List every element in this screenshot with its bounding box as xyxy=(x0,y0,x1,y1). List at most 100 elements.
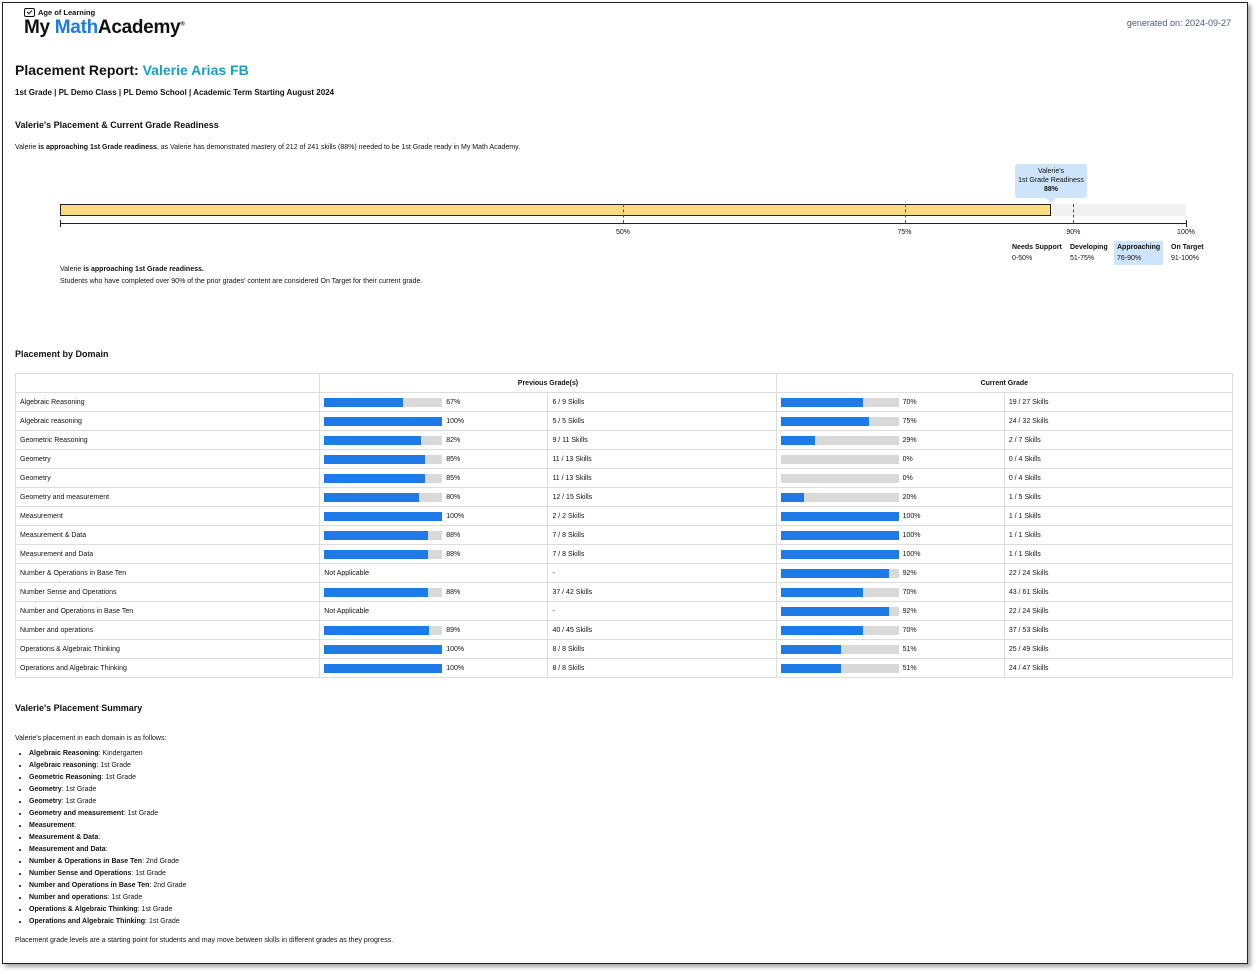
summary-footer: Placement grade levels are a starting po… xyxy=(15,937,394,944)
table-row: Geometric Reasoning 82% 9 / 11 Skills 29% 2 … xyxy=(14,430,1234,450)
readiness-tick xyxy=(1073,204,1075,223)
progress-bar xyxy=(324,492,443,502)
list-item: Number and operations: 1st Grade xyxy=(29,892,186,904)
readiness-explanation: Students who have completed over 90% of … xyxy=(60,278,423,285)
current-grade-skills: 0 / 4 Skills xyxy=(1003,468,1234,488)
domain-name: Operations and Algebraic Thinking xyxy=(14,658,321,678)
progress-bar xyxy=(780,568,899,578)
previous-grade-skills: 6 / 9 Skills xyxy=(547,392,777,412)
current-grade-skills: 24 / 47 Skills xyxy=(1003,658,1234,678)
table-row: Number and operations 89% 40 / 45 Skills 70… xyxy=(14,620,1234,640)
legend-needs-support: Needs Support 0-50% xyxy=(1012,244,1062,262)
table-row: Operations and Algebraic Thinking 100% 8 /… xyxy=(14,658,1234,678)
progress-bar xyxy=(780,511,899,521)
current-grade-progress: 70% xyxy=(775,620,1005,640)
current-grade-skills: 22 / 24 Skills xyxy=(1003,601,1234,621)
readiness-tick-label: 90% xyxy=(1066,229,1081,236)
header-previous-grades: Previous Grade(s) xyxy=(319,373,777,393)
current-grade-progress: 92% xyxy=(775,563,1005,583)
progress-bar-fill xyxy=(324,397,404,407)
current-grade-skills: 24 / 32 Skills xyxy=(1003,411,1234,431)
readiness-tick-label: 50% xyxy=(615,229,631,236)
previous-grade-progress: 100% xyxy=(319,658,549,678)
current-grade-progress: 51% xyxy=(775,658,1005,678)
readiness-bubble: Valerie's 1st Grade Readiness 88% xyxy=(1015,164,1087,203)
progress-bar xyxy=(780,530,899,540)
progress-bar-fill xyxy=(324,530,429,540)
list-item: Number Sense and Operations: 1st Grade xyxy=(29,868,186,880)
page-title: Placement Report: Valerie Arias FB xyxy=(15,62,249,78)
previous-grade-progress: 88% xyxy=(319,544,549,564)
progress-bar xyxy=(324,511,443,521)
previous-grade-progress: 100% xyxy=(319,506,549,526)
table-row: Geometry and measurement 80% 12 / 15 Skill… xyxy=(14,487,1234,507)
list-item: Operations & Algebraic Thinking: 1st Gra… xyxy=(29,904,186,916)
domain-table: Previous Grade(s) Current Grade Algebrai… xyxy=(14,373,1234,678)
list-item: Algebraic reasoning: 1st Grade xyxy=(29,760,186,772)
progress-bar-fill xyxy=(324,511,443,521)
progress-bar-fill xyxy=(324,663,443,673)
previous-grade-skills: 2 / 2 Skills xyxy=(547,506,777,526)
readiness-tick xyxy=(904,204,906,223)
current-grade-skills: 43 / 61 Skills xyxy=(1003,582,1234,602)
list-item: Number & Operations in Base Ten: 2nd Gra… xyxy=(29,856,186,868)
generated-date: generated on: 2024-09-27 xyxy=(1126,18,1231,28)
progress-bar-fill xyxy=(324,644,443,654)
progress-bar xyxy=(324,663,443,673)
domain-name: Number & Operations in Base Ten xyxy=(14,563,321,583)
readiness-bar-fill xyxy=(60,204,1051,216)
previous-grade-skills: 8 / 8 Skills xyxy=(547,658,777,678)
current-grade-skills: 1 / 5 Skills xyxy=(1003,487,1234,507)
progress-bar-fill xyxy=(780,663,841,673)
domain-name: Geometry xyxy=(14,449,321,469)
table-row: Operations & Algebraic Thinking 100% 8 / 8… xyxy=(14,639,1234,659)
progress-bar xyxy=(780,397,899,407)
age-of-learning-icon xyxy=(24,8,35,17)
list-item: Operations and Algebraic Thinking: 1st G… xyxy=(29,916,186,928)
previous-grade-progress: 88% xyxy=(319,582,549,602)
list-item: Algebraic Reasoning: Kindergarten xyxy=(29,748,186,760)
progress-bar-fill xyxy=(780,397,864,407)
current-grade-progress: 20% xyxy=(775,487,1005,507)
progress-bar-fill xyxy=(780,568,890,578)
readiness-tick-label: 100% xyxy=(1177,229,1195,236)
domain-name: Number and operations xyxy=(14,620,321,640)
current-grade-skills: 1 / 1 Skills xyxy=(1003,544,1234,564)
progress-bar xyxy=(324,625,443,635)
summary-intro: Valerie's placement in each domain is as… xyxy=(15,735,167,742)
previous-grade-skills: 40 / 45 Skills xyxy=(547,620,777,640)
progress-bar xyxy=(324,473,443,483)
axis-end-tick xyxy=(1186,220,1187,227)
progress-bar-fill xyxy=(780,587,864,597)
progress-bar-fill xyxy=(324,492,419,502)
previous-grade-progress: 67% xyxy=(319,392,549,412)
domain-name: Geometry and measurement xyxy=(14,487,321,507)
progress-bar-fill xyxy=(780,530,899,540)
progress-bar xyxy=(324,416,443,426)
previous-grade-progress: 85% xyxy=(319,468,549,488)
previous-grade-skills: 12 / 15 Skills xyxy=(547,487,777,507)
table-row: Measurement & Data 88% 7 / 8 Skills 100% 1 /… xyxy=(14,525,1234,545)
progress-bar-fill xyxy=(324,549,429,559)
legend-on-target: On Target 91-100% xyxy=(1171,244,1204,262)
domain-name: Geometry xyxy=(14,468,321,488)
previous-grade-status: Not Applicable xyxy=(319,601,549,621)
progress-bar-fill xyxy=(780,435,815,445)
progress-bar xyxy=(780,435,899,445)
progress-bar-fill xyxy=(780,511,899,521)
list-item: Geometry: 1st Grade xyxy=(29,784,186,796)
table-row: Geometry 85% 11 / 13 Skills 0% 0 / 4 Skills xyxy=(14,449,1234,469)
progress-bar xyxy=(324,454,443,464)
domain-name: Algebraic Reasoning xyxy=(14,392,321,412)
current-grade-progress: 100% xyxy=(775,506,1005,526)
list-item: Measurement and Data: xyxy=(29,844,186,856)
progress-bar xyxy=(780,663,899,673)
previous-grade-skills: - xyxy=(547,601,777,621)
table-row: Measurement and Data 88% 7 / 8 Skills 100% 1… xyxy=(14,544,1234,564)
current-grade-skills: 1 / 1 Skills xyxy=(1003,525,1234,545)
readiness-tick xyxy=(623,204,624,223)
previous-grade-skills: 11 / 13 Skills xyxy=(547,449,777,469)
previous-grade-skills: 37 / 42 Skills xyxy=(547,582,777,602)
readiness-intro: Valerie is approaching 1st Grade readine… xyxy=(15,144,521,151)
brand-logo: Age of Learning My MathAcademy® xyxy=(24,8,185,39)
